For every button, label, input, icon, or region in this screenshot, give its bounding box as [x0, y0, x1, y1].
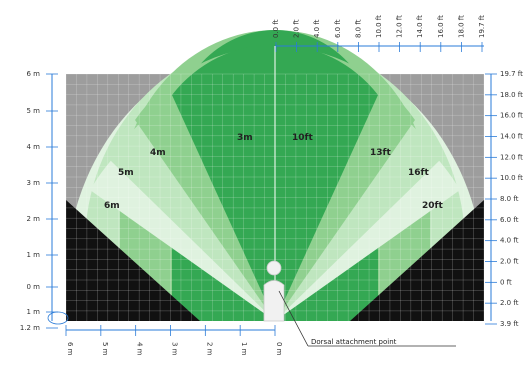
zone-label-4m: 4m: [150, 148, 166, 158]
right-tick-label: 0 ft: [500, 278, 512, 286]
left-tick-label: 3 m: [27, 179, 41, 187]
right-tick-label: 2.0 ft: [500, 299, 519, 307]
bottom-tick-label: 2 m: [205, 342, 213, 356]
bottom-tick-label: 5 m: [101, 342, 109, 356]
right-dark-wedge: [350, 200, 484, 321]
top-axis-ticks: 0.0 ft 2.0 ft 4.0 ft 6.0 ft 8.0 ft 10.0 ft 12.…: [272, 15, 486, 52]
right-tick-label: 3.9 ft: [500, 320, 519, 328]
callout-leader: [278, 290, 309, 347]
left-tick-label: 1 m: [27, 251, 41, 259]
left-tick-label: 2 m: [27, 215, 41, 223]
zone-label-3m: 3m: [237, 133, 253, 143]
left-axis-ticks: 6 m 5 m 4 m 3 m 2 m 1 m 0 m 1 m 1.2 m: [20, 70, 58, 332]
left-tick-label: 0 m: [27, 283, 41, 291]
right-tick-label: 18.0 ft: [500, 91, 523, 99]
top-tick-label: 16.0 ft: [437, 15, 445, 38]
right-tick-label: 6.0 ft: [500, 216, 519, 224]
top-tick-label: 6.0 ft: [334, 19, 342, 38]
left-dark-wedge: [66, 200, 200, 321]
top-tick-label: 12.0 ft: [396, 15, 404, 38]
top-tick-label: 19.7 ft: [478, 15, 486, 38]
zone-label-16ft: 16ft: [408, 168, 429, 178]
right-tick-label: 16.0 ft: [500, 112, 523, 120]
right-tick-label: 4.0 ft: [500, 237, 519, 245]
right-tick-label: 14.0 ft: [500, 133, 523, 141]
left-tick-label: 4 m: [27, 143, 41, 151]
person-figure: [263, 260, 285, 322]
bottom-tick-label: 0 m: [275, 342, 283, 356]
right-axis-ticks: 19.7 ft 18.0 ft 16.0 ft 14.0 ft 12.0 ft 10.0 …: [485, 70, 523, 328]
zone-label-10ft: 10ft: [292, 133, 313, 143]
callout-label: Dorsal attachment point: [311, 338, 397, 346]
left-tick-label: 5 m: [27, 107, 41, 115]
top-tick-label: 10.0 ft: [375, 15, 383, 38]
top-tick-label: 8.0 ft: [354, 19, 362, 38]
right-tick-label: 12.0 ft: [500, 153, 523, 161]
right-tick-label: 19.7 ft: [500, 70, 523, 78]
top-tick-label: 0.0 ft: [272, 19, 280, 38]
corner-marker: [47, 311, 69, 325]
top-tick-label: 2.0 ft: [293, 19, 301, 38]
top-tick-label: 14.0 ft: [416, 15, 424, 38]
zone-label-13ft: 13ft: [370, 148, 391, 158]
left-tick-label: 6 m: [27, 70, 41, 78]
zone-label-5m: 5m: [118, 168, 134, 178]
left-tick-label: 1.2 m: [20, 324, 40, 332]
top-tick-label: 18.0 ft: [457, 15, 465, 38]
right-tick-label: 2.0 ft: [500, 258, 519, 266]
bottom-tick-label: 3 m: [171, 342, 179, 356]
right-tick-label: 10.0 ft: [500, 174, 523, 182]
right-tick-label: 8.0 ft: [500, 195, 519, 203]
bottom-tick-label: 4 m: [136, 342, 144, 356]
bottom-axis-ticks: 6 m 5 m 4 m 3 m 2 m 1 m 0 m: [65, 325, 283, 356]
zone-label-20ft: 20ft: [422, 201, 443, 211]
zone-label-6m: 6m: [104, 201, 120, 211]
bottom-tick-label: 1 m: [240, 342, 248, 356]
bottom-tick-label: 6 m: [66, 342, 74, 356]
top-tick-label: 4.0 ft: [313, 19, 321, 38]
left-tick-label: 1 m: [27, 308, 41, 316]
